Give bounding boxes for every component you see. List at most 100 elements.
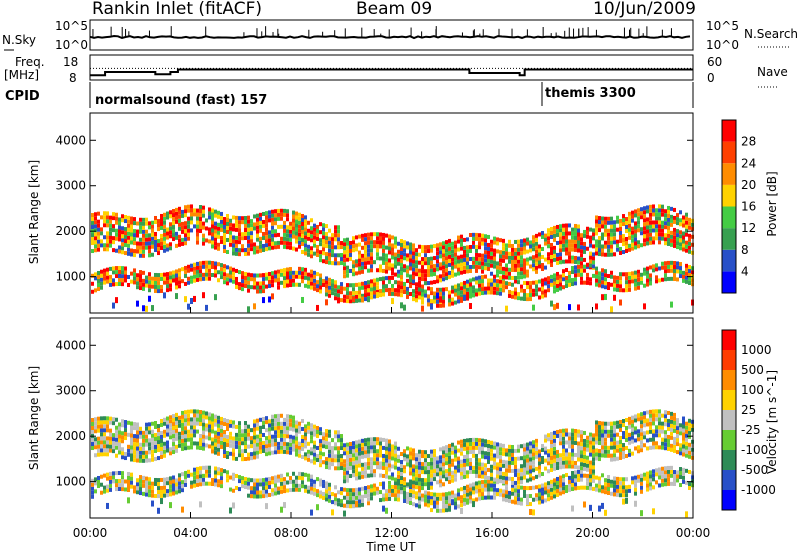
heatmap-cell xyxy=(622,242,625,247)
heatmap-cell xyxy=(190,472,193,477)
heatmap-cell xyxy=(514,259,517,264)
heatmap-cell xyxy=(334,434,337,439)
heatmap-cell xyxy=(283,212,286,217)
heatmap-cell xyxy=(265,503,268,510)
heatmap-cell xyxy=(277,449,280,454)
heatmap-cell xyxy=(253,478,256,483)
heatmap-cell xyxy=(598,283,601,288)
heatmap-cell xyxy=(133,489,136,494)
heatmap-cell xyxy=(517,296,520,301)
heatmap-cell xyxy=(328,285,331,290)
heatmap-cell xyxy=(445,240,448,245)
heatmap-cell xyxy=(265,428,268,433)
heatmap-cell xyxy=(439,254,442,259)
heatmap-cell xyxy=(409,246,412,251)
heatmap-cell xyxy=(544,293,547,298)
heatmap-cell xyxy=(106,448,109,453)
heatmap-cell xyxy=(364,442,367,447)
heatmap-cell xyxy=(193,278,196,283)
heatmap-cell xyxy=(598,484,601,489)
heatmap-cell xyxy=(397,253,400,258)
heatmap-cell xyxy=(226,277,229,282)
heatmap-cell xyxy=(190,216,193,221)
heatmap-cell xyxy=(487,479,490,484)
heatmap-cell xyxy=(409,292,412,297)
heatmap-cell xyxy=(457,456,460,461)
heatmap-cell xyxy=(499,287,502,292)
heatmap-cell xyxy=(436,263,439,268)
heatmap-cell xyxy=(154,215,157,220)
heatmap-cell xyxy=(628,287,631,292)
heatmap-cell xyxy=(154,272,157,277)
heatmap-cell xyxy=(199,466,202,471)
heatmap-cell xyxy=(601,453,604,458)
heatmap-cell xyxy=(352,488,355,493)
heatmap-cell xyxy=(226,418,229,423)
heatmap-cell xyxy=(94,489,97,494)
heatmap-cell xyxy=(187,268,190,273)
heatmap-cell xyxy=(418,453,421,458)
heatmap-cell xyxy=(163,212,166,217)
heatmap-cell xyxy=(343,254,346,259)
heatmap-cell xyxy=(424,498,427,503)
heatmap-cell xyxy=(439,262,442,267)
heatmap-cell xyxy=(553,490,556,495)
heatmap-cell xyxy=(265,243,268,248)
heatmap-cell xyxy=(508,239,511,244)
heatmap-cell xyxy=(373,290,376,295)
heatmap-cell xyxy=(667,241,670,246)
heatmap-cell xyxy=(442,450,445,455)
heatmap-cell xyxy=(217,447,220,452)
heatmap-cell xyxy=(460,270,463,275)
heatmap-cell xyxy=(355,448,358,453)
heatmap-cell xyxy=(151,493,154,498)
heatmap-cell xyxy=(268,210,271,215)
heatmap-cell xyxy=(292,226,295,231)
heatmap-cell xyxy=(643,210,646,215)
heatmap-cell xyxy=(466,484,469,489)
heatmap-cell xyxy=(628,275,631,280)
heatmap-cell xyxy=(574,474,577,479)
colorbar-swatch xyxy=(722,249,736,272)
heatmap-cell xyxy=(187,413,190,418)
heatmap-cell xyxy=(466,279,469,284)
heatmap-cell xyxy=(598,252,601,257)
heatmap-cell xyxy=(142,253,145,258)
heatmap-cell xyxy=(550,467,553,472)
heatmap-cell xyxy=(340,257,343,262)
heatmap-cell xyxy=(130,476,133,481)
heatmap-cell xyxy=(250,452,253,457)
heatmap-cell xyxy=(367,453,370,458)
heatmap-cell xyxy=(631,431,634,436)
heatmap-cell xyxy=(211,445,214,450)
heatmap-cell xyxy=(259,289,262,294)
heatmap-cell xyxy=(376,486,379,491)
heatmap-cell xyxy=(487,242,490,247)
heatmap-cell xyxy=(226,217,229,222)
heatmap-cell xyxy=(190,429,193,434)
cpid-strip: CPID normalsound (fast) 157 themis 3300 xyxy=(5,82,694,108)
heatmap-cell xyxy=(676,217,679,222)
heatmap-cell xyxy=(658,475,661,480)
heatmap-cell xyxy=(577,240,580,245)
heatmap-cell xyxy=(604,277,607,282)
heatmap-cell xyxy=(127,235,130,240)
heatmap-cell xyxy=(316,284,319,289)
heatmap-cell xyxy=(535,442,538,447)
heatmap-cell xyxy=(664,438,667,443)
heatmap-cell xyxy=(115,471,118,476)
heatmap-cell xyxy=(595,436,598,441)
nave-tick-bottom: 0 xyxy=(707,71,715,85)
heatmap-cell xyxy=(373,469,376,474)
heatmap-cell xyxy=(526,454,529,459)
heatmap-cell xyxy=(355,247,358,252)
heatmap-cell xyxy=(304,267,307,272)
heatmap-cell xyxy=(598,480,601,485)
heatmap-cell xyxy=(181,410,184,415)
heatmap-cell xyxy=(232,227,235,232)
heatmap-cell xyxy=(556,302,559,309)
heatmap-cell xyxy=(535,237,538,242)
heatmap-cell xyxy=(388,262,391,267)
heatmap-cell xyxy=(379,268,382,273)
heatmap-cell xyxy=(124,274,127,279)
